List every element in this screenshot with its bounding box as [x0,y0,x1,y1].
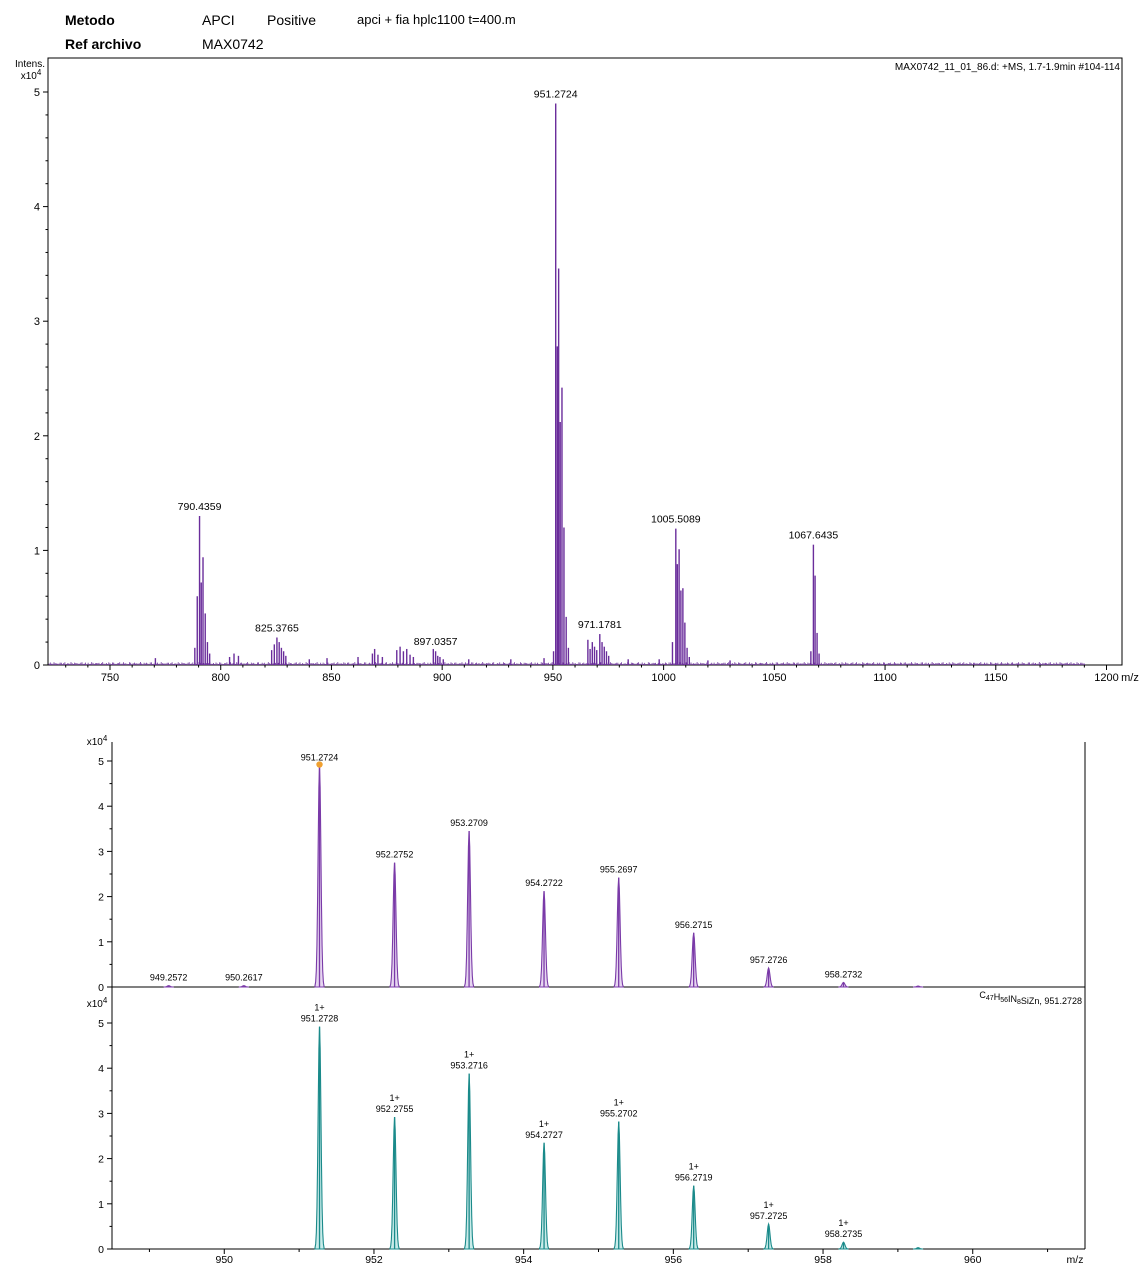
peak-label: 1005.5089 [651,514,701,526]
peak-label: 952.2755 [376,1104,414,1114]
y-tick-label: 5 [34,87,40,99]
x-tick-label: 1100 [873,672,897,684]
x-tick-label: 954 [515,1254,533,1266]
charge-label: 1+ [763,1200,773,1210]
peak-label: 897.0357 [414,636,458,648]
y-tick-label: 1 [98,937,104,949]
peak-label: 949.2572 [150,973,188,983]
x-tick-label: 900 [433,672,451,684]
x-axis-label: m/z [1121,672,1139,684]
y-tick-label: 5 [98,1018,104,1030]
y-tick-label: 1 [34,545,40,557]
peak-label: 954.2727 [525,1130,563,1140]
charge-label: 1+ [464,1050,474,1060]
peak-label: 957.2725 [750,1211,788,1221]
charge-label: 1+ [838,1218,848,1228]
peak-label: 956.2715 [675,920,713,930]
spectrum-title: MAX0742_11_01_86.d: +MS, 1.7-1.9min #104… [895,62,1121,73]
peak-label: 952.2752 [376,850,414,860]
y-unit-label: x104 [21,68,42,82]
x-tick-label: 950 [544,672,562,684]
peak-label: 951.2728 [301,1014,339,1024]
peak-label: 958.2732 [825,969,863,979]
y-tick-label: 4 [34,202,40,214]
peak-label: 957.2726 [750,955,788,965]
charge-label: 1+ [389,1093,399,1103]
peak-label: 958.2735 [825,1229,863,1239]
x-tick-label: 1000 [651,672,675,684]
simulated-isotope-panel: 012345x1041+951.27281+952.27551+953.2716… [87,990,1082,1256]
peak-label: 951.2724 [534,88,578,100]
y-tick-label: 0 [98,982,104,994]
y-tick-label: 5 [98,756,104,768]
charge-label: 1+ [539,1119,549,1129]
peak-marker-dot [316,761,323,768]
x-axis-label: m/z [1067,1254,1084,1266]
y-tick-label: 4 [98,1063,104,1075]
x-tick-label: 750 [101,672,119,684]
peak-label: 1067.6435 [789,530,839,542]
peak-label: 953.2709 [450,818,488,828]
x-tick-label: 800 [212,672,230,684]
x-tick-label: 1200 [1094,672,1118,684]
peak-label: 953.2716 [450,1061,488,1071]
peak-label: 825.3765 [255,622,299,634]
x-tick-label: 1150 [984,672,1008,684]
y-unit-label: x104 [87,996,108,1010]
y-axis-label: Intens. [15,59,45,70]
x-tick-label: 960 [964,1254,982,1266]
x-tick-label: 952 [365,1254,383,1266]
y-tick-label: 0 [34,660,40,672]
peak-label: 951.2724 [301,753,339,763]
y-tick-label: 0 [98,1244,104,1256]
x-tick-label: 950 [216,1254,234,1266]
peak-label: 790.4359 [178,501,222,513]
peak-label: 956.2719 [675,1173,713,1183]
polarity-value: Positive [267,12,317,28]
y-unit-label: x104 [87,734,108,748]
charge-label: 1+ [614,1098,624,1108]
method-file: apci + fia hplc1100 t=400.m [357,12,516,27]
x-tick-label: 958 [814,1254,832,1266]
charge-label: 1+ [689,1162,699,1172]
charge-label: 1+ [314,1003,324,1013]
method-value: APCI [202,12,235,28]
peak-label: 954.2722 [525,878,563,888]
y-tick-label: 3 [98,846,104,858]
y-tick-label: 2 [34,431,40,443]
peak-label: 950.2617 [225,973,263,983]
ref-value: MAX0742 [202,36,264,52]
plot-frame [47,57,1123,666]
method-label: Metodo [65,12,115,28]
y-tick-label: 3 [98,1108,104,1120]
ref-label: Ref archivo [65,36,142,52]
x-tick-label: 1050 [762,672,786,684]
peak-label: 955.2702 [600,1109,638,1119]
x-tick-label: 850 [322,672,340,684]
overview-spectrum: 790.4359 825.3765 897.0357 951.2724 971.1781… [15,57,1139,684]
y-tick-label: 1 [98,1199,104,1211]
y-tick-label: 4 [98,801,104,813]
simulated-formula-title: C47H56IN8SiZn, 951.2728 [979,990,1082,1006]
measured-isotope-panel: 0 1 2 3 4 5 x104 949.2572 950.2617 951.2724 952.27… [87,734,924,994]
y-tick-label: 2 [98,1154,104,1166]
y-tick-label: 2 [98,892,104,904]
peak-label: 971.1781 [578,619,622,631]
y-tick-label: 3 [34,316,40,328]
peak-label: 955.2697 [600,865,638,875]
x-tick-label: 956 [665,1254,683,1266]
